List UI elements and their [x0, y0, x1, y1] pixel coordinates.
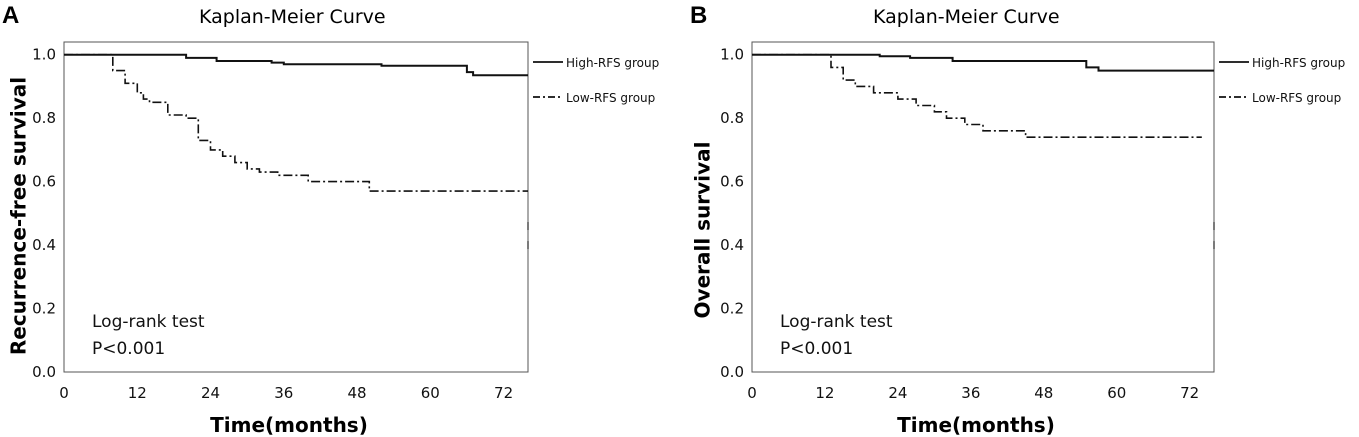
panel-b-chart: 0.0 0.2 0.4 0.6 0.8 1.0 0 12 24 36 48 60 72 Time(mont… [691, 41, 1345, 437]
x-tick-label: 0 [59, 384, 69, 402]
y-tick-label: 0.0 [32, 363, 56, 381]
x-tick-label: 60 [421, 384, 440, 402]
x-tick-label: 0 [747, 384, 757, 402]
panel-b-chart-title: Kaplan-Meier Curve [873, 6, 1060, 28]
legend-label: Low-RFS group [1252, 91, 1341, 105]
panel-a-chart: 0.0 0.2 0.4 0.6 0.8 1.0 0 12 24 36 48 60 72 Time(mont… [7, 41, 659, 437]
panel-a: A Kaplan-Meier Curve 0.0 0.2 0.4 0.6 0.8 1.0 0… [2, 2, 659, 437]
log-rank-label: Log-rank test [92, 312, 205, 332]
x-tick-label: 36 [274, 384, 293, 402]
plot-frame [63, 41, 529, 373]
plot-frame [751, 41, 1215, 373]
panel-a-chart-title: Kaplan-Meier Curve [199, 6, 386, 28]
x-tick-label: 24 [888, 384, 907, 402]
log-rank-label: Log-rank test [780, 312, 893, 332]
series-line-high-rfs [64, 53, 528, 77]
series-line-low-rfs [64, 53, 528, 192]
y-tick-label: 0.4 [32, 236, 56, 254]
x-tick-label: 72 [494, 384, 513, 402]
y-tick-label: 0.2 [720, 300, 744, 318]
x-tick-label: 48 [348, 384, 367, 402]
y-tick-label: 0.4 [720, 236, 744, 254]
panel-b-letter: B [690, 2, 708, 29]
x-tick-label: 72 [1180, 384, 1199, 402]
x-tick-label: 24 [201, 384, 220, 402]
x-tick-label: 60 [1107, 384, 1126, 402]
p-value-label: P<0.001 [780, 339, 853, 359]
legend-label: High-RFS group [1252, 56, 1345, 70]
y-tick-label: 1.0 [720, 46, 744, 64]
y-tick-label: 0.8 [32, 109, 56, 127]
y-tick-label: 0.8 [720, 109, 744, 127]
x-axis-title: Time(months) [210, 413, 368, 437]
y-tick-label: 0.6 [32, 173, 56, 191]
y-tick-label: 0.0 [720, 363, 744, 381]
p-value-label: P<0.001 [92, 339, 165, 359]
panel-b: B Kaplan-Meier Curve 0.0 0.2 0.4 0.6 0.8 1.0 0… [680, 0, 1359, 437]
y-axis-title: Recurrence-free survival [7, 77, 31, 355]
series-line-low-rfs [752, 53, 1202, 138]
x-axis-title: Time(months) [897, 413, 1055, 437]
legend-label: Low-RFS group [566, 91, 655, 105]
x-tick-label: 12 [815, 384, 834, 402]
y-tick-label: 0.2 [32, 300, 56, 318]
series-line-high-rfs [752, 53, 1214, 72]
panel-a-letter: A [2, 2, 20, 29]
x-tick-label: 12 [128, 384, 147, 402]
y-tick-label: 0.6 [720, 173, 744, 191]
x-tick-label: 48 [1034, 384, 1053, 402]
y-tick-label: 1.0 [32, 46, 56, 64]
legend-label: High-RFS group [566, 56, 659, 70]
x-tick-label: 36 [961, 384, 980, 402]
y-axis-title: Overall survival [691, 142, 715, 319]
